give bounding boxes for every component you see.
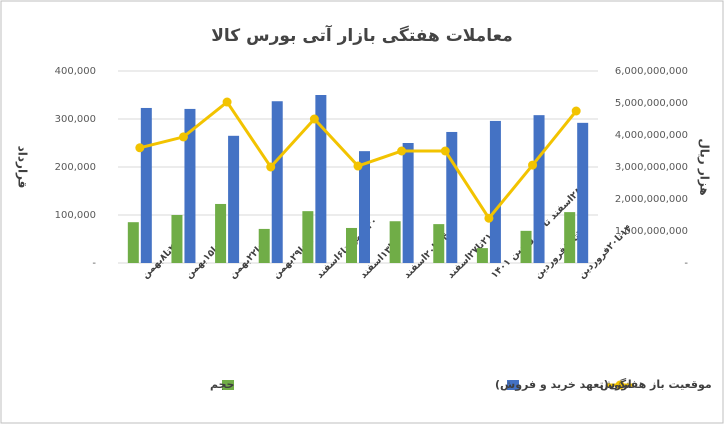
bar (577, 122, 589, 263)
point (309, 114, 319, 124)
bar (564, 212, 576, 263)
point (571, 106, 581, 116)
bar (258, 228, 270, 263)
bar (520, 230, 532, 263)
bar (476, 248, 488, 263)
legend-label: حجم (210, 378, 234, 391)
bar (346, 227, 357, 263)
bar (315, 95, 327, 263)
bar (402, 143, 414, 263)
point (484, 213, 494, 223)
bar (228, 135, 240, 263)
legend-swatch (222, 380, 234, 390)
bar (127, 222, 139, 263)
y2-axis-label: هزار ریال (698, 138, 712, 195)
bar (271, 101, 283, 264)
bar (171, 215, 183, 263)
legend-label: ارزش (600, 378, 632, 391)
point (440, 146, 450, 156)
y2-tick-label: 3,000,000,000 (615, 162, 688, 173)
y-tick-label: 200,000 (55, 162, 96, 173)
chart-title: معاملات هفتگی بازار آتی بورس کالا (211, 24, 512, 46)
y-tick-label: 300,000 (55, 114, 96, 125)
legend-label: موقعیت باز هفتگی(تعهد خرید و فروش) (495, 378, 712, 391)
bar (489, 120, 501, 263)
point (397, 146, 407, 156)
bar (140, 107, 152, 264)
point (266, 162, 276, 172)
bar (215, 203, 227, 263)
y2-tick-label: 2,000,000,000 (615, 194, 688, 205)
bar (184, 108, 196, 263)
y2-tick-label: 4,000,000,000 (615, 130, 688, 141)
point (135, 143, 145, 153)
y-tick-label: - (92, 258, 96, 269)
legend-swatch (507, 380, 519, 390)
bar (359, 151, 370, 263)
y-tick-label: 100,000 (55, 210, 96, 221)
y2-tick-label: - (684, 258, 688, 269)
legend-swatch (615, 380, 625, 390)
y-axis-label: قرارداد (16, 146, 30, 189)
bar (433, 224, 445, 263)
y-tick-label: 400,000 (55, 66, 96, 77)
point (178, 132, 188, 142)
point (353, 161, 363, 171)
y2-tick-label: 1,000,000,000 (615, 226, 688, 237)
bar (446, 131, 458, 263)
bar (302, 211, 314, 263)
bar (533, 115, 545, 263)
point (222, 97, 232, 107)
y2-tick-label: 6,000,000,000 (615, 66, 688, 77)
bar (389, 221, 401, 263)
y2-tick-label: 5,000,000,000 (615, 98, 688, 109)
point (528, 160, 538, 170)
